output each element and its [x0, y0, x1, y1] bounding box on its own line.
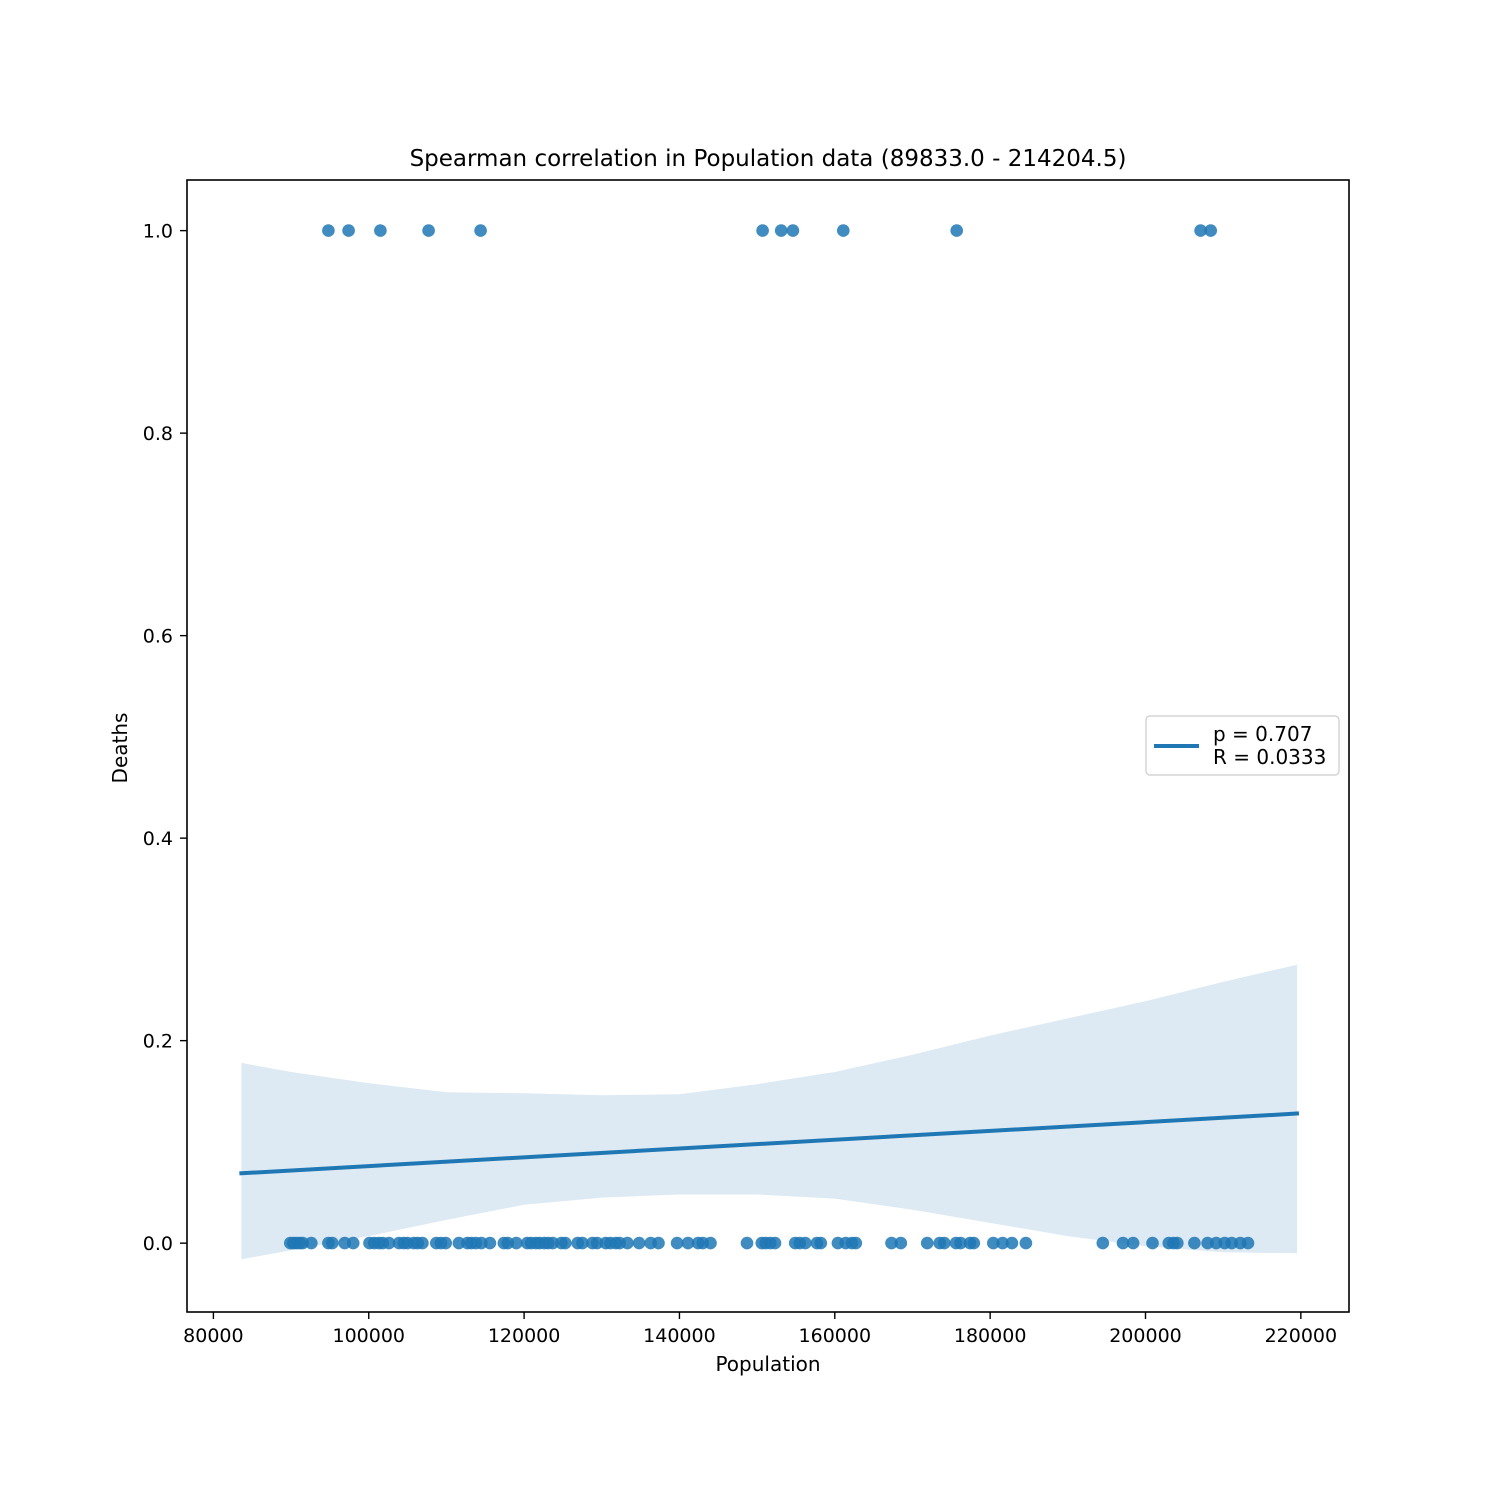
data-point	[670, 1236, 684, 1250]
x-tick-label: 160000	[799, 1325, 872, 1347]
regression-line	[239, 1111, 1300, 1176]
data-point	[1005, 1236, 1019, 1250]
data-point	[439, 1236, 453, 1250]
data-point	[920, 1236, 934, 1250]
data-point	[1171, 1236, 1184, 1250]
data-point	[342, 224, 355, 237]
legend-box	[1145, 715, 1340, 776]
x-axis-label: Population	[715, 1352, 820, 1376]
data-point	[1204, 224, 1217, 237]
data-point	[987, 1236, 1000, 1250]
x-tick-label: 220000	[1265, 1325, 1338, 1347]
data-point	[1194, 224, 1207, 237]
data-point	[885, 1236, 898, 1250]
data-point	[814, 1236, 828, 1250]
data-point	[837, 224, 850, 237]
data-point	[576, 1236, 589, 1250]
data-point	[1146, 1236, 1159, 1250]
confidence-band	[241, 964, 1297, 1260]
data-point	[326, 1236, 339, 1250]
data-point	[346, 1236, 360, 1250]
data-point	[1116, 1236, 1130, 1250]
data-point	[621, 1236, 634, 1250]
data-point	[799, 1236, 812, 1250]
data-point	[1241, 1236, 1255, 1250]
legend-entry-p-value: p = 0.707	[1213, 722, 1312, 746]
data-point	[382, 1236, 396, 1250]
data-point	[740, 1236, 754, 1250]
data-point	[681, 1236, 695, 1250]
y-tick-label: 0.8	[143, 423, 173, 445]
data-point	[967, 1236, 981, 1250]
data-point	[322, 224, 335, 237]
data-point	[996, 1236, 1009, 1250]
x-tick-label: 200000	[1109, 1325, 1182, 1347]
data-point	[938, 1236, 951, 1250]
data-point	[950, 224, 963, 237]
y-tick-label: 0.2	[143, 1031, 173, 1053]
legend: p = 0.707 R = 0.0333	[1145, 715, 1340, 776]
y-tick-label: 0.4	[143, 828, 173, 850]
x-tick-label: 140000	[643, 1325, 716, 1347]
x-tick-label: 80000	[183, 1325, 243, 1347]
y-tick-label: 0.0	[143, 1233, 173, 1255]
legend-entry-r-value: R = 0.0333	[1213, 745, 1326, 769]
chart-title: Spearman correlation in Population data …	[410, 146, 1127, 172]
data-point	[774, 224, 788, 237]
data-point	[849, 1236, 863, 1250]
data-point	[510, 1236, 523, 1250]
data-point	[559, 1236, 572, 1250]
y-tick-label: 0.6	[143, 626, 173, 648]
data-point	[1019, 1236, 1033, 1250]
data-point	[474, 224, 487, 237]
data-point	[416, 1236, 429, 1250]
data-point	[894, 1236, 908, 1250]
x-tick-label: 120000	[488, 1325, 561, 1347]
data-point	[1126, 1236, 1140, 1250]
data-point	[305, 1236, 318, 1250]
data-point	[483, 1236, 497, 1250]
y-axis-label: Deaths	[108, 713, 132, 784]
data-point	[422, 224, 435, 237]
data-point	[768, 1236, 782, 1250]
data-point	[632, 1236, 646, 1250]
x-tick-label: 180000	[954, 1325, 1027, 1347]
x-tick-label: 100000	[332, 1325, 405, 1347]
data-point	[1188, 1236, 1201, 1250]
data-point	[954, 1236, 967, 1250]
plot-area	[239, 224, 1300, 1260]
data-point	[652, 1236, 665, 1250]
axes-frame	[186, 179, 1350, 1313]
data-point	[756, 224, 769, 237]
y-tick-label: 1.0	[143, 221, 173, 243]
data-point	[1096, 1236, 1110, 1250]
data-point	[786, 224, 800, 237]
y-axis: 0.0 0.2 0.4 0.6 0.8 1.0	[143, 221, 187, 1255]
x-axis: 80000 100000 120000 140000 160000 180000 20000…	[183, 1312, 1337, 1347]
data-point	[374, 224, 387, 237]
data-point	[704, 1236, 717, 1250]
